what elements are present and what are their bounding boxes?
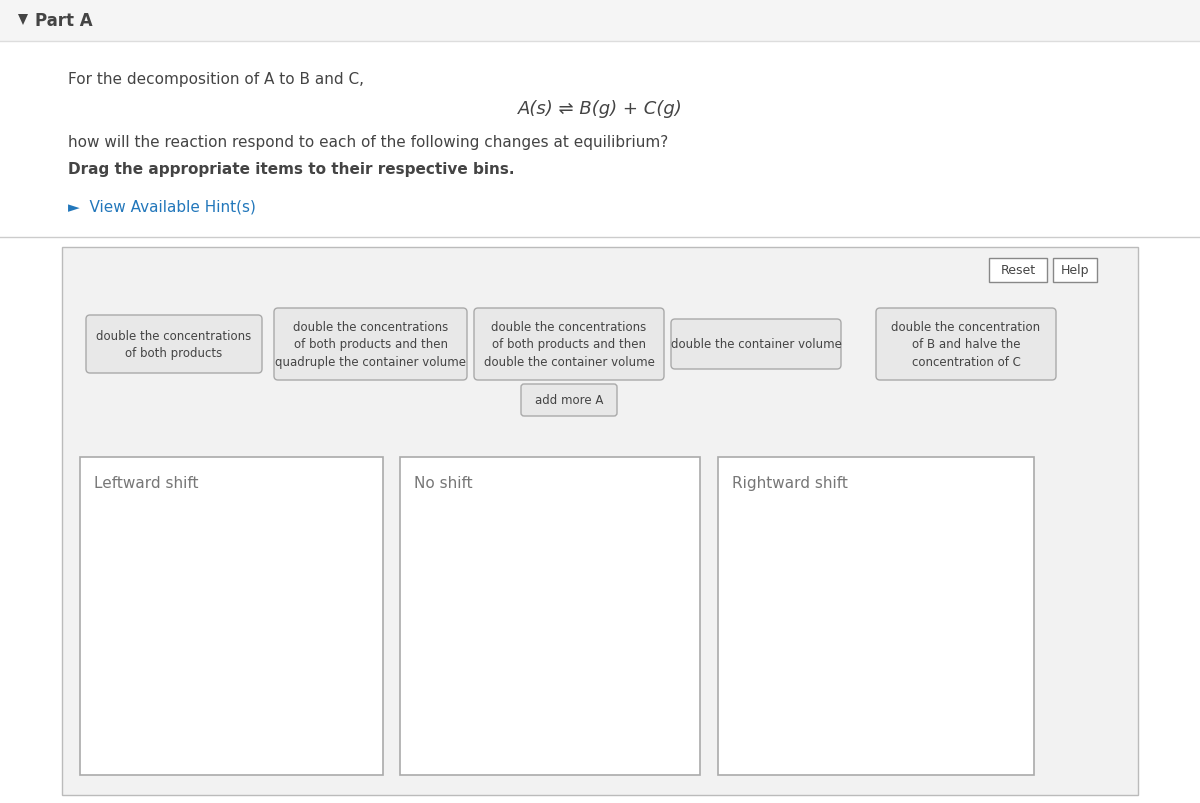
Bar: [0, 0, 1200, 42]
Text: ►  View Available Hint(s): ► View Available Hint(s): [68, 200, 256, 214]
FancyBboxPatch shape: [86, 316, 262, 373]
Text: double the concentrations
of both products: double the concentrations of both produc…: [96, 329, 252, 360]
Text: Part A: Part A: [35, 12, 92, 30]
FancyBboxPatch shape: [876, 308, 1056, 381]
Bar: [718, 458, 1034, 775]
Bar: [80, 458, 383, 775]
Text: Rightward shift: Rightward shift: [732, 475, 848, 491]
FancyBboxPatch shape: [274, 308, 467, 381]
Text: A(s) ⇌ B(g) + C(g): A(s) ⇌ B(g) + C(g): [517, 100, 683, 118]
Text: how will the reaction respond to each of the following changes at equilibrium?: how will the reaction respond to each of…: [68, 135, 668, 150]
Polygon shape: [18, 15, 28, 26]
FancyBboxPatch shape: [521, 385, 617, 417]
Text: For the decomposition of A to B and C,: For the decomposition of A to B and C,: [68, 72, 364, 87]
FancyBboxPatch shape: [1054, 259, 1097, 283]
Text: double the concentration
of B and halve the
concentration of C: double the concentration of B and halve …: [892, 320, 1040, 369]
Text: Reset: Reset: [1001, 264, 1036, 277]
Bar: [400, 458, 700, 775]
Text: double the container volume: double the container volume: [671, 338, 841, 351]
Text: add more A: add more A: [535, 394, 604, 407]
Bar: [62, 247, 1138, 795]
Text: double the concentrations
of both products and then
quadruple the container volu: double the concentrations of both produc…: [275, 320, 466, 369]
Text: Leftward shift: Leftward shift: [94, 475, 198, 491]
Text: No shift: No shift: [414, 475, 473, 491]
FancyBboxPatch shape: [474, 308, 664, 381]
Text: Help: Help: [1061, 264, 1090, 277]
Text: Drag the appropriate items to their respective bins.: Drag the appropriate items to their resp…: [68, 161, 515, 177]
FancyBboxPatch shape: [989, 259, 1046, 283]
FancyBboxPatch shape: [671, 320, 841, 369]
Text: double the concentrations
of both products and then
double the container volume: double the concentrations of both produc…: [484, 320, 654, 369]
